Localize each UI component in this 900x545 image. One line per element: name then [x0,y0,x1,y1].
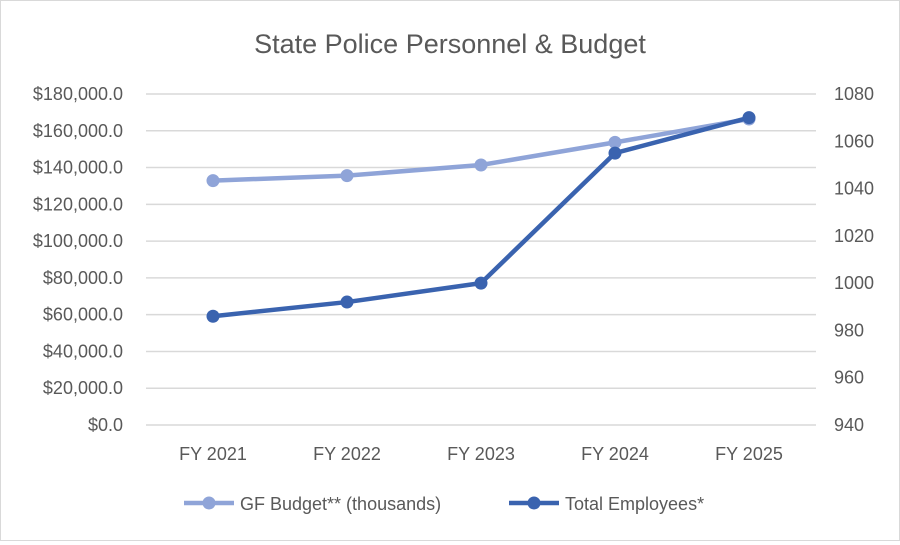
left-axis-tick-label: $80,000.0 [43,268,123,288]
left-axis-tick-label: $60,000.0 [43,305,123,325]
left-axis-tick-label: $0.0 [88,415,123,435]
legend-label: GF Budget** (thousands) [240,494,441,514]
right-axis-tick-label: 960 [834,368,864,388]
data-point [474,158,488,172]
data-point [340,169,354,183]
right-axis-tick-label: 1000 [834,273,874,293]
right-axis-tick-label: 1040 [834,179,874,199]
legend-marker [527,496,541,510]
right-axis-tick-label: 980 [834,320,864,340]
data-point [206,174,220,188]
legend-marker [202,496,216,510]
left-axis-tick-label: $100,000.0 [33,231,123,251]
data-point [340,295,354,309]
data-point [608,135,622,149]
chart-title: State Police Personnel & Budget [254,29,646,59]
left-axis-tick-label: $120,000.0 [33,194,123,214]
right-axis-tick-label: 940 [834,415,864,435]
right-axis-tick-label: 1020 [834,226,874,246]
left-axis-tick-label: $20,000.0 [43,378,123,398]
x-axis-tick-label: FY 2025 [715,444,783,464]
data-point [742,111,756,125]
left-axis-tick-label: $40,000.0 [43,341,123,361]
left-axis-tick-label: $180,000.0 [33,84,123,104]
x-axis-tick-label: FY 2021 [179,444,247,464]
left-axis-tick-label: $140,000.0 [33,158,123,178]
legend-label: Total Employees* [565,494,704,514]
left-axis-tick-label: $160,000.0 [33,121,123,141]
x-axis-tick-label: FY 2022 [313,444,381,464]
right-axis-tick-label: 1060 [834,131,874,151]
data-point [206,309,220,323]
data-point [474,276,488,290]
x-axis-tick-label: FY 2023 [447,444,515,464]
right-axis-tick-label: 1080 [834,84,874,104]
x-axis-tick-label: FY 2024 [581,444,649,464]
data-point [608,146,622,160]
